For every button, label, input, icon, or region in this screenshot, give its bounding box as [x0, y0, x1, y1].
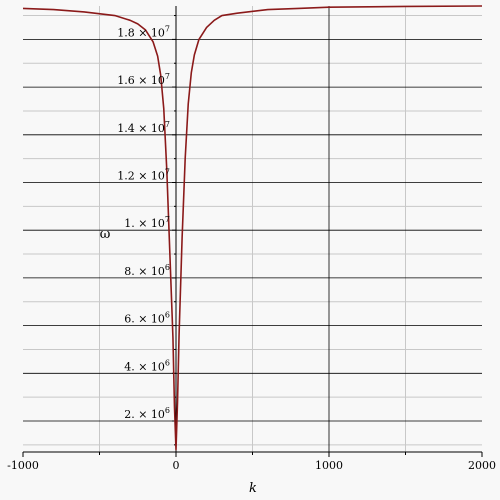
x-tick-label: 0	[173, 459, 180, 472]
tick-labels: -1000 0 1000 2000 2. × 106 4. × 106 6. × 106 8.…	[7, 24, 496, 472]
y-tick-label: 1.6 × 107	[117, 72, 170, 87]
y-tick-label: 2. × 106	[124, 406, 170, 421]
y-tick-label: 1.2 × 107	[117, 167, 170, 182]
series-line-0	[22, 5, 483, 451]
y-tick-label: 1. × 107	[124, 215, 170, 230]
x-tick-label: 2000	[468, 459, 496, 472]
y-axis-label: ω	[100, 227, 111, 242]
x-axis-label: k	[249, 481, 257, 496]
grid-major	[23, 6, 482, 452]
x-tick-label: 1000	[315, 459, 343, 472]
grid-minor	[23, 6, 482, 452]
y-tick-label: 6. × 106	[124, 311, 170, 326]
x-tick-label: -1000	[7, 459, 39, 472]
y-tick-label: 1.8 × 107	[117, 24, 170, 39]
y-tick-label: 8. × 106	[124, 263, 170, 278]
axes	[22, 6, 483, 457]
series-group	[22, 5, 483, 451]
y-tick-label: 4. × 106	[124, 358, 170, 373]
y-tick-label: 1.4 × 107	[117, 120, 170, 135]
